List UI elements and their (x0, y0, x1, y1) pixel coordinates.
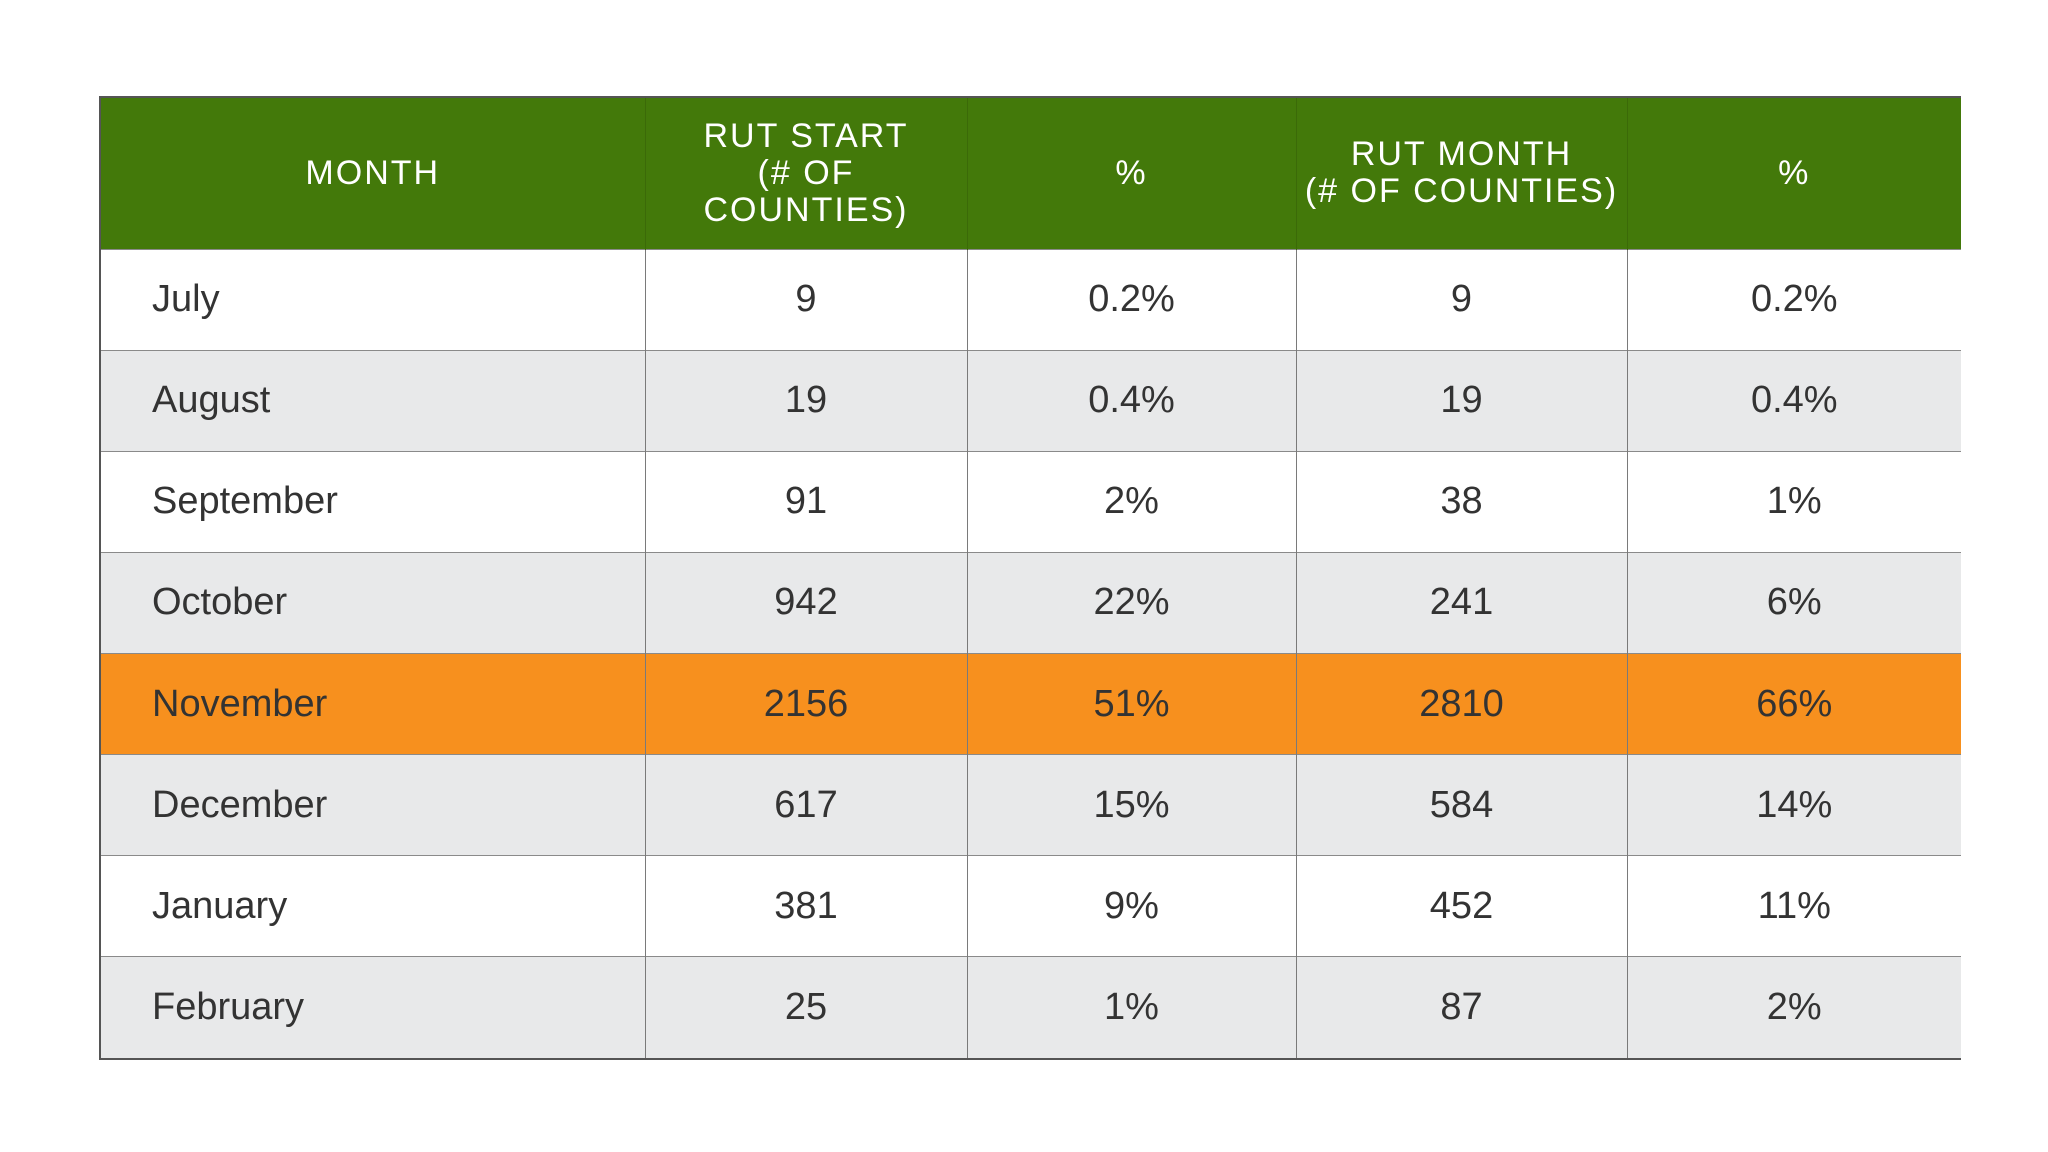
month-cell: July (101, 248, 646, 351)
header-row: MONTH RUT START (# OF COUNTIES) % RUT MO… (101, 98, 1961, 249)
header-rut-month: RUT MONTH (# OF COUNTIES) (1296, 98, 1628, 249)
rut-month-pct-cell: 2% (1627, 956, 1961, 1058)
header-rut-start-pct-label: % (1115, 153, 1148, 192)
month-cell: February (101, 956, 646, 1058)
header-rut-month-pct-label: % (1778, 153, 1811, 192)
rut-month-pct-cell: 66% (1627, 652, 1961, 755)
rut-start-pct-cell: 9% (967, 855, 1297, 957)
rut-start-cell: 19 (645, 349, 968, 452)
header-rut-month-pct: % (1627, 98, 1961, 249)
header-month-label: MONTH (305, 153, 441, 192)
table-row: August 19 0.4% 19 0.4% (101, 349, 1961, 452)
rut-month-cell: 19 (1296, 349, 1628, 452)
rut-start-pct-cell: 0.4% (967, 349, 1297, 452)
header-rut-start-pct: % (967, 98, 1297, 249)
header-rut-month-line1: RUT MONTH (1350, 135, 1573, 174)
rut-start-cell: 91 (645, 450, 968, 553)
rut-month-cell: 38 (1296, 450, 1628, 553)
table-row-highlighted: November 2156 51% 2810 66% (101, 652, 1961, 755)
month-cell: November (101, 652, 646, 755)
month-cell: September (101, 450, 646, 553)
rut-month-cell: 241 (1296, 551, 1628, 654)
table-row: January 381 9% 452 11% (101, 855, 1961, 957)
rut-start-pct-cell: 2% (967, 450, 1297, 553)
rut-start-cell: 617 (645, 754, 968, 856)
rut-start-pct-cell: 51% (967, 652, 1297, 755)
rut-month-pct-cell: 14% (1627, 754, 1961, 856)
rut-table: MONTH RUT START (# OF COUNTIES) % RUT MO… (101, 98, 1961, 1058)
rut-month-cell: 2810 (1296, 652, 1628, 755)
month-cell: August (101, 349, 646, 452)
month-cell: January (101, 855, 646, 957)
table-row: December 617 15% 584 14% (101, 754, 1961, 856)
rut-start-pct-cell: 22% (967, 551, 1297, 654)
rut-month-pct-cell: 0.4% (1627, 349, 1961, 452)
rut-month-pct-cell: 6% (1627, 551, 1961, 654)
rut-month-cell: 452 (1296, 855, 1628, 957)
table-body: July 9 0.2% 9 0.2% August 19 0.4% 19 0.4% Septembe… (101, 248, 1961, 1058)
rut-start-cell: 381 (645, 855, 968, 957)
month-cell: December (101, 754, 646, 856)
rut-start-pct-cell: 1% (967, 956, 1297, 1058)
header-rut-start-line1: RUT START (703, 116, 909, 155)
rut-month-cell: 87 (1296, 956, 1628, 1058)
header-month: MONTH (101, 98, 646, 249)
header-rut-month-line2: (# OF COUNTIES) (1304, 172, 1619, 211)
rut-start-cell: 25 (645, 956, 968, 1058)
rut-start-pct-cell: 15% (967, 754, 1297, 856)
rut-month-pct-cell: 11% (1627, 855, 1961, 957)
table-row: July 9 0.2% 9 0.2% (101, 248, 1961, 351)
rut-month-pct-cell: 0.2% (1627, 248, 1961, 351)
table-row: February 25 1% 87 2% (101, 956, 1961, 1058)
rut-month-cell: 9 (1296, 248, 1628, 351)
rut-start-pct-cell: 0.2% (967, 248, 1297, 351)
rut-month-pct-cell: 1% (1627, 450, 1961, 553)
rut-start-cell: 942 (645, 551, 968, 654)
table-header: MONTH RUT START (# OF COUNTIES) % RUT MO… (101, 98, 1961, 249)
rut-start-cell: 9 (645, 248, 968, 351)
rut-month-cell: 584 (1296, 754, 1628, 856)
month-cell: October (101, 551, 646, 654)
rut-table-container: MONTH RUT START (# OF COUNTIES) % RUT MO… (99, 96, 1961, 1060)
header-rut-start: RUT START (# OF COUNTIES) (645, 98, 968, 249)
header-rut-start-line2: (# OF COUNTIES) (703, 153, 909, 229)
rut-start-cell: 2156 (645, 652, 968, 755)
table-row: September 91 2% 38 1% (101, 450, 1961, 553)
table-row: October 942 22% 241 6% (101, 551, 1961, 654)
